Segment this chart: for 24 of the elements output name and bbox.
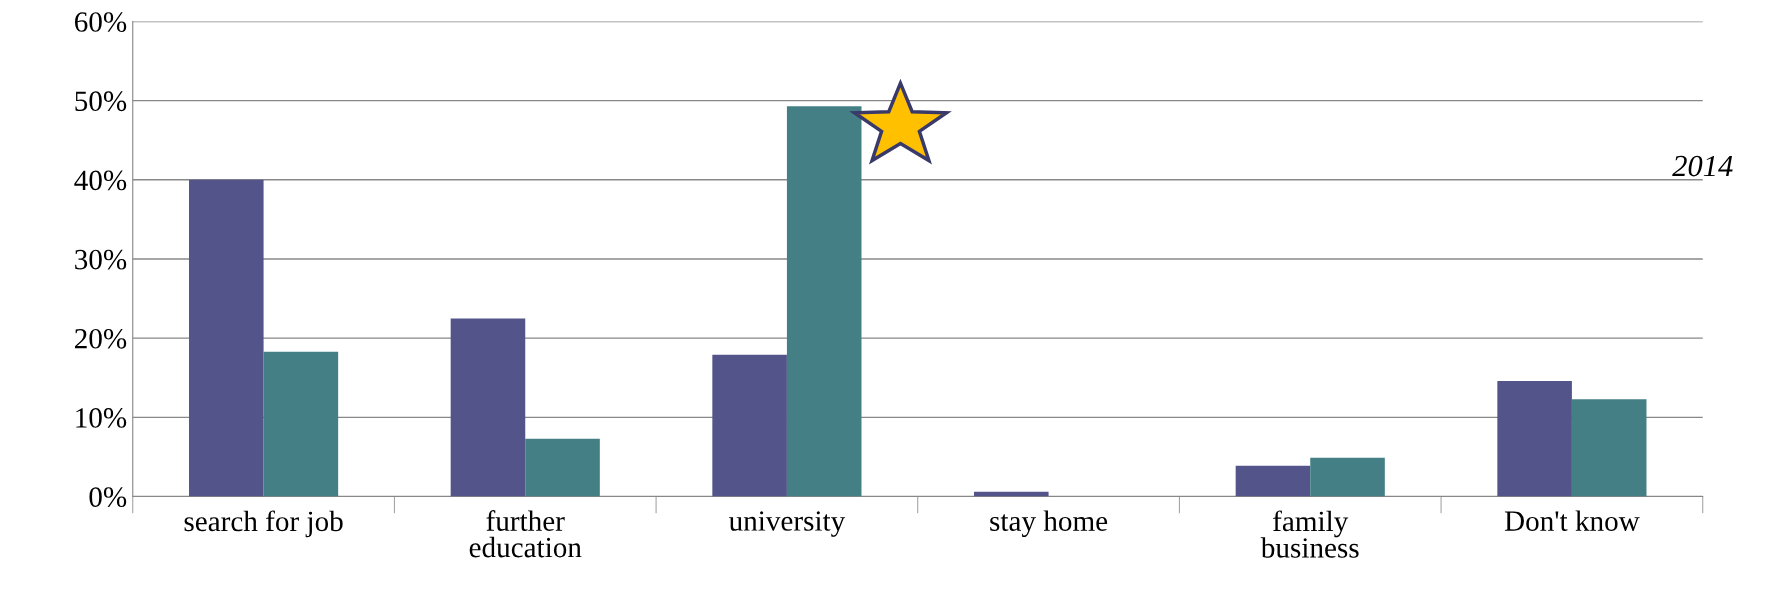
- y-tick-label: 30%: [75, 249, 127, 270]
- y-tick-label: 60%: [74, 12, 127, 32]
- bar: [189, 179, 264, 497]
- bar: [1310, 457, 1385, 497]
- bar: [1571, 399, 1647, 497]
- y-tick-label: 0%: [89, 487, 127, 508]
- x-tick-label: university: [728, 511, 846, 537]
- bar: [1235, 465, 1311, 497]
- x-tick-label: further education: [469, 510, 582, 558]
- bar: [786, 106, 862, 497]
- y-tick-label: 20%: [75, 328, 127, 349]
- bar: [712, 354, 787, 497]
- bar: [1497, 380, 1572, 497]
- bar: [450, 318, 526, 497]
- x-tick-label: Don't know: [1504, 510, 1640, 531]
- annotation: 2014: [1672, 155, 1733, 177]
- bar: [263, 351, 339, 497]
- x-tick-label: search for job: [184, 510, 343, 538]
- bar: [525, 438, 600, 497]
- y-tick-label: 40%: [74, 170, 127, 191]
- x-tick-label: family business: [1260, 510, 1359, 558]
- y-tick-label: 10%: [76, 408, 127, 428]
- x-tick-label: stay home: [990, 510, 1108, 537]
- y-tick-label: 50%: [75, 91, 127, 112]
